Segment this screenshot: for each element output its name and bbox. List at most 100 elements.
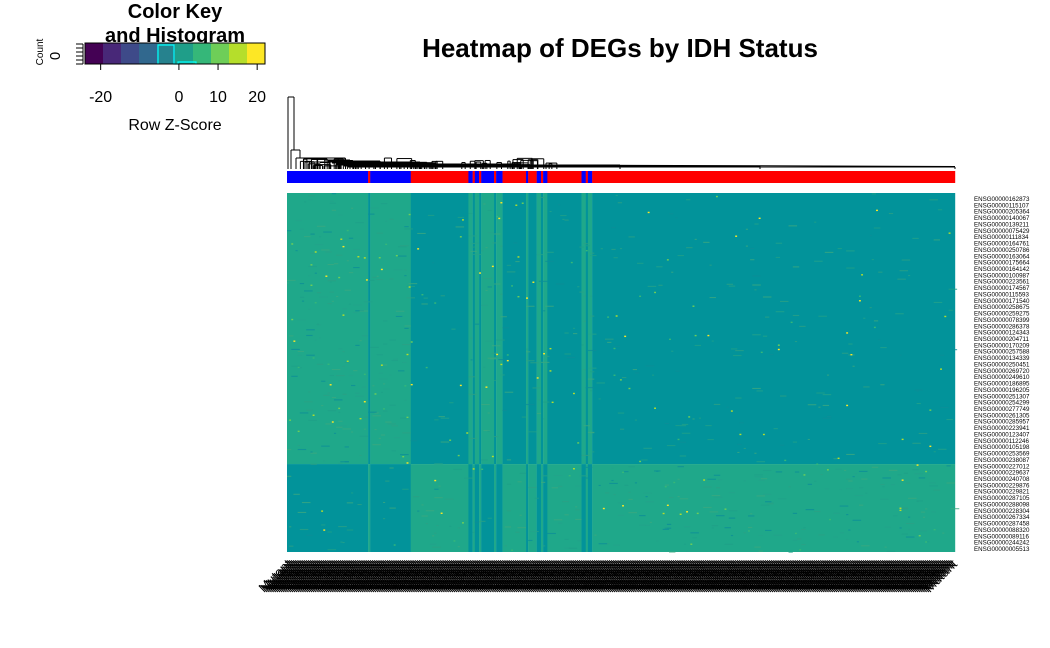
heatmap-cell	[485, 340, 492, 342]
heatmap-cell	[365, 279, 368, 281]
heatmap-cell	[483, 380, 486, 382]
heatmap-cell	[440, 295, 445, 297]
heatmap-cell	[788, 486, 791, 488]
heatmap-cell	[664, 423, 670, 425]
heatmap-cell	[946, 465, 951, 467]
heatmap-cell	[383, 364, 388, 366]
heatmap-cell	[756, 461, 766, 463]
heatmap-cell	[483, 366, 486, 368]
heatmap-cell	[483, 277, 492, 280]
heatmap-cell	[794, 471, 800, 473]
heatmap-cell	[355, 222, 364, 224]
heatmap-cell	[306, 334, 313, 337]
heatmap-cell	[425, 366, 428, 369]
heatmap-cell	[515, 204, 518, 206]
row-label: ENSG00000170209	[974, 342, 1030, 349]
heatmap-cell	[575, 509, 580, 511]
heatmap-cell	[487, 232, 495, 234]
side-color-wt	[494, 171, 497, 183]
heatmap-cell	[619, 248, 623, 250]
heatmap-cell	[383, 388, 390, 390]
heatmap-cell	[406, 297, 416, 299]
heatmap-cell	[587, 367, 597, 369]
heatmap-cell	[622, 471, 624, 474]
heatmap-cell	[613, 374, 616, 376]
heatmap-cell	[329, 291, 334, 293]
heatmap-cell	[481, 459, 488, 461]
heatmap-block	[479, 193, 482, 465]
side-color-mutant	[536, 171, 542, 183]
heatmap-cell	[468, 393, 477, 395]
heatmap-cell	[340, 238, 343, 240]
heatmap-cell	[773, 534, 783, 536]
heatmap-cell	[453, 468, 463, 471]
heatmap-cell	[788, 225, 798, 227]
dendrogram-branch	[539, 164, 956, 167]
heatmap-cell	[380, 268, 383, 271]
heatmap-block	[528, 464, 537, 552]
color-key-cell	[247, 43, 266, 64]
heatmap-cell	[310, 233, 315, 235]
heatmap-cell	[310, 452, 317, 454]
heatmap-cell	[308, 199, 313, 201]
heatmap-cell	[575, 506, 578, 508]
heatmap-cell	[861, 478, 868, 480]
heatmap-cell	[754, 223, 759, 225]
heatmap-cell	[519, 514, 522, 516]
heatmap-cell	[359, 310, 369, 312]
heatmap-cell	[933, 528, 936, 531]
heatmap-cell	[792, 266, 800, 268]
heatmap-cell	[312, 357, 315, 359]
heatmap-block	[496, 193, 503, 465]
heatmap-cell	[737, 443, 742, 445]
row-label: ENSG00000111834	[974, 234, 1029, 241]
heatmap-cell	[528, 486, 537, 489]
heatmap-cell	[581, 344, 584, 346]
heatmap-cell	[869, 234, 872, 237]
heatmap-cell	[308, 419, 317, 421]
heatmap-cell	[363, 428, 366, 430]
row-label: ENSG00000285957	[974, 419, 1030, 426]
heatmap-cell	[562, 501, 569, 503]
heatmap-cell	[662, 512, 665, 515]
heatmap-cell	[472, 246, 475, 248]
heatmap-cell	[873, 227, 881, 229]
heatmap-cell	[929, 445, 932, 448]
side-color-mutant	[496, 171, 503, 183]
side-color-wt	[502, 171, 527, 183]
heatmap-block	[585, 193, 589, 465]
heatmap-cell	[528, 539, 533, 542]
heatmap-cell	[664, 527, 672, 529]
heatmap-cell	[637, 262, 644, 264]
heatmap-cell	[438, 485, 441, 487]
heatmap-cell	[513, 242, 518, 244]
heatmap-cell	[590, 252, 595, 254]
heatmap-cell	[395, 310, 405, 312]
heatmap-cell	[500, 363, 503, 366]
heatmap-cell	[481, 403, 490, 406]
heatmap-block	[581, 464, 586, 552]
heatmap-cell	[487, 412, 490, 414]
color-key-cell	[175, 43, 194, 64]
heatmap-cell	[346, 502, 354, 504]
row-label: ENSG00000238087	[974, 457, 1030, 464]
heatmap-cell	[590, 295, 593, 297]
heatmap-block	[536, 464, 542, 552]
heatmap-cell	[316, 225, 326, 227]
heatmap-cell	[709, 511, 719, 513]
heatmap-cell	[730, 534, 734, 537]
heatmap-cell	[604, 338, 614, 340]
heatmap-cell	[287, 449, 292, 451]
heatmap-cell	[743, 447, 746, 450]
heatmap-cell	[455, 226, 465, 228]
heatmap-cell	[457, 454, 460, 457]
heatmap-cell	[863, 386, 870, 388]
row-label: ENSG00000205364	[974, 209, 1030, 216]
heatmap-cell	[814, 480, 817, 482]
heatmap-cell	[577, 540, 582, 542]
heatmap-cell	[357, 503, 362, 506]
heatmap-block	[481, 464, 495, 552]
heatmap-cell	[361, 335, 369, 337]
heatmap-cell	[579, 246, 584, 248]
heatmap-cell	[543, 545, 546, 547]
